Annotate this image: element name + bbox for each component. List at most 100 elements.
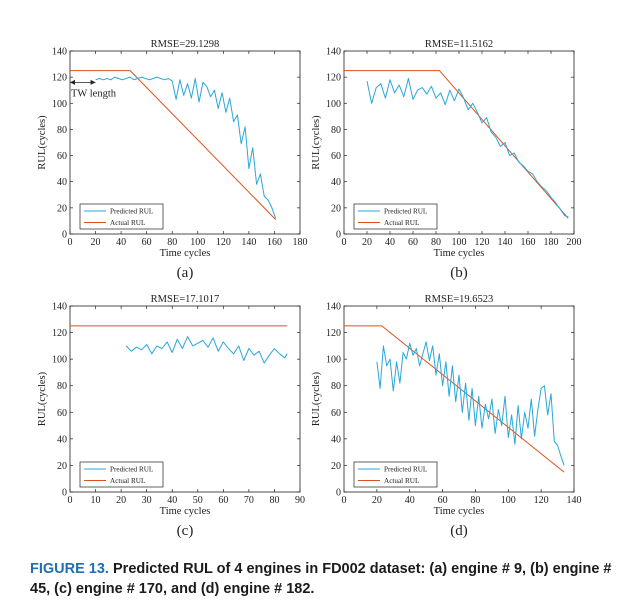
x-tick-label: 20: [372, 495, 382, 506]
x-tick-label: 140: [498, 237, 513, 248]
legend-entry-label: Predicted RUL: [110, 466, 153, 474]
y-tick-label: 0: [62, 230, 67, 241]
y-tick-label: 40: [57, 434, 67, 445]
x-axis-label: Time cycles: [434, 506, 485, 517]
y-tick-label: 140: [52, 302, 67, 313]
x-tick-label: 80: [431, 237, 441, 248]
x-tick-label: 160: [267, 237, 282, 248]
x-tick-label: 160: [521, 237, 536, 248]
chart-panel-d: 0 20 40 60 80 100 120 140 0 20 40 60 80 100 120 140 RMSE…: [311, 294, 582, 539]
x-tick-label: 100: [501, 495, 516, 506]
y-tick-label: 80: [331, 381, 341, 392]
tw-length-label: TW length: [71, 88, 117, 99]
y-tick-label: 100: [326, 99, 341, 110]
y-tick-label: 120: [326, 328, 341, 339]
y-tick-label: 100: [326, 355, 341, 366]
x-tick-label: 120: [475, 237, 490, 248]
x-tick-label: 60: [142, 237, 152, 248]
y-tick-label: 140: [52, 47, 67, 58]
y-tick-label: 120: [52, 73, 67, 84]
x-tick-label: 0: [68, 237, 73, 248]
legend-box: [353, 461, 438, 488]
legend-entry-label: Actual RUL: [110, 477, 145, 485]
plot-frame: [69, 50, 301, 235]
plot-frame: [69, 305, 301, 493]
y-tick-label: 80: [57, 125, 67, 136]
y-tick-label: 80: [57, 381, 67, 392]
y-tick-label: 20: [331, 461, 341, 472]
x-tick-label: 10: [91, 495, 101, 506]
x-tick-label: 180: [293, 237, 308, 248]
y-tick-label: 0: [336, 230, 341, 241]
series-actual-rul: [344, 325, 565, 473]
caption-text: Predicted RUL of 4 engines in FD002 data…: [30, 561, 612, 597]
x-tick-label: 20: [91, 237, 101, 248]
x-tick-label: 40: [385, 237, 395, 248]
x-tick-label: 50: [193, 495, 203, 506]
x-tick-label: 80: [167, 237, 177, 248]
y-tick-label: 120: [326, 73, 341, 84]
series-predicted-rul: [95, 76, 277, 219]
series-actual-rul: [70, 70, 277, 220]
y-tick-label: 40: [331, 434, 341, 445]
y-axis-label: RUL(cycles): [311, 115, 322, 170]
y-tick-label: 60: [57, 408, 67, 419]
x-tick-label: 70: [244, 495, 254, 506]
x-tick-label: 80: [269, 495, 279, 506]
figure-canvas: 0 20 40 60 80 100 120 140 160 1800204060801001201…: [37, 39, 582, 539]
y-tick-label: 20: [331, 203, 341, 214]
y-tick-label: 60: [57, 151, 67, 162]
chart-panel-c: 0 10 20 30 40 50 60 70 80 90 0 20 40 60 80 100 120 140 RMS…: [37, 294, 305, 539]
y-tick-label: 40: [331, 177, 341, 188]
chart-title: RMSE=29.1298: [151, 39, 220, 50]
series-actual-rul: [344, 70, 569, 219]
legend-entry-label: Predicted RUL: [384, 208, 427, 216]
x-tick-label: 120: [534, 495, 549, 506]
x-tick-label: 140: [241, 237, 256, 248]
legend-entry-label: Predicted RUL: [110, 208, 153, 216]
x-tick-label: 20: [116, 495, 126, 506]
x-tick-label: 180: [544, 237, 559, 248]
y-tick-label: 20: [57, 461, 67, 472]
panel-label: (a): [177, 265, 194, 281]
y-axis-label: RUL(cycles): [37, 371, 48, 426]
y-tick-label: 100: [52, 355, 67, 366]
panel-label: (c): [177, 523, 194, 539]
x-tick-label: 100: [190, 237, 205, 248]
x-tick-label: 0: [342, 237, 347, 248]
x-tick-label: 20: [362, 237, 372, 248]
chart-panel-a: 0 20 40 60 80 100 120 140 160 180 0 20 40 60 80 100 120 1…: [37, 39, 308, 281]
arrowhead-left: [70, 79, 75, 85]
y-tick-label: 120: [52, 328, 67, 339]
y-tick-label: 140: [326, 47, 341, 58]
y-axis-label: RUL(cycles): [311, 371, 322, 426]
legend-box: [79, 461, 164, 488]
x-tick-label: 0: [68, 495, 73, 506]
x-tick-label: 200: [567, 237, 582, 248]
arrowhead-right: [90, 79, 96, 85]
x-tick-label: 80: [470, 495, 480, 506]
legend-entry-label: Predicted RUL: [384, 466, 427, 474]
x-axis-label: Time cycles: [160, 506, 211, 517]
x-tick-label: 30: [142, 495, 152, 506]
chart-title: RMSE=11.5162: [425, 39, 493, 50]
x-tick-label: 60: [408, 237, 418, 248]
x-tick-label: 90: [295, 495, 305, 506]
panel-label: (d): [450, 523, 468, 539]
y-tick-label: 0: [62, 488, 67, 499]
x-axis-label: Time cycles: [160, 248, 211, 259]
x-axis-label: Time cycles: [434, 248, 485, 259]
y-tick-label: 60: [331, 151, 341, 162]
legend-box: [79, 203, 164, 230]
y-tick-label: 60: [331, 408, 341, 419]
series-predicted-rul: [366, 78, 569, 218]
chart-title: RMSE=19.6523: [425, 294, 494, 305]
y-tick-label: 140: [326, 302, 341, 313]
x-tick-label: 40: [405, 495, 415, 506]
series-predicted-rul: [376, 341, 565, 466]
y-tick-label: 0: [336, 488, 341, 499]
x-tick-label: 120: [216, 237, 231, 248]
plot-frame: [343, 305, 575, 493]
y-tick-label: 40: [57, 177, 67, 188]
caption-label: FIGURE 13.: [30, 561, 109, 577]
